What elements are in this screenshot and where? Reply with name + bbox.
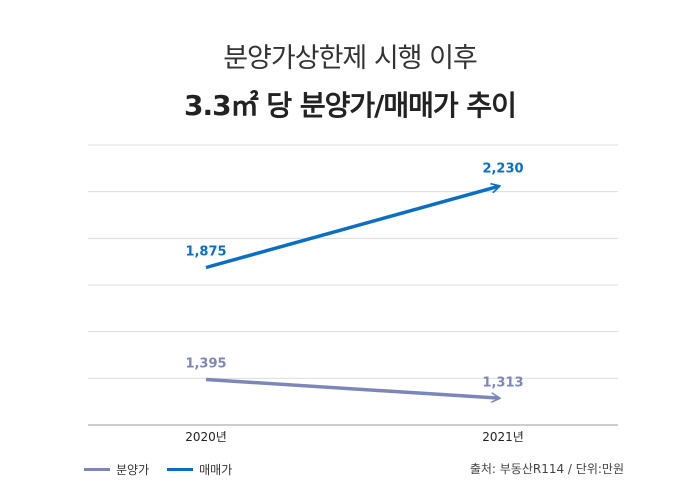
legend-label-0: 분양가	[116, 462, 150, 477]
legend: 분양가 매매가	[84, 460, 250, 478]
x-tick-label-1: 2021년	[482, 430, 524, 444]
source-note: 출처: 부동산R114 / 단위:만원	[469, 462, 624, 476]
series-line-0	[205, 377, 499, 399]
legend-label-1: 매매가	[199, 462, 233, 477]
legend-item-1: 매매가	[167, 461, 232, 478]
legend-swatch-0	[84, 467, 110, 471]
chart-title-line2: 3.3㎡ 당 분양가/매매가 추이	[184, 89, 517, 122]
legend-swatch-1	[167, 467, 194, 471]
legend-item-0: 분양가	[84, 461, 149, 478]
data-label-0-0: 1,395	[185, 357, 226, 372]
data-label-1-1: 2,230	[482, 162, 523, 177]
chart-title-line1: 분양가상한제 시행 이후	[223, 43, 478, 74]
x-tick-label-0: 2020년	[185, 430, 227, 444]
series-line-1	[205, 186, 499, 270]
line-chart: 1,395 1,313 1,875 2,230 2020년 2021년	[88, 144, 618, 444]
data-label-1-0: 1,875	[185, 245, 226, 260]
data-label-0-1: 1,313	[482, 376, 523, 391]
